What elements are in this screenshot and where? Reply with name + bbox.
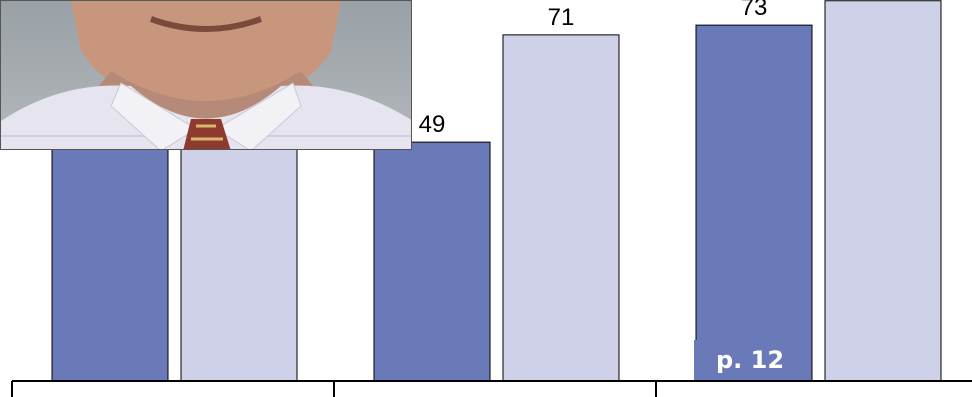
bar-s2-c1	[180, 139, 298, 382]
data-label-s2-c2: 71	[548, 4, 575, 31]
bar-s1-c2	[373, 141, 491, 382]
person-photo-icon	[1, 1, 411, 149]
data-label-s1-c3: 73	[741, 0, 768, 21]
person-photo	[0, 0, 412, 150]
bar-s2-c3	[824, 0, 942, 382]
bar-s1-c3	[695, 24, 813, 382]
bar-s1-c1	[51, 139, 169, 382]
data-label-s1-c2: 49	[419, 111, 446, 138]
page-badge: p. 12	[694, 340, 806, 380]
bar-s2-c2	[502, 34, 620, 382]
